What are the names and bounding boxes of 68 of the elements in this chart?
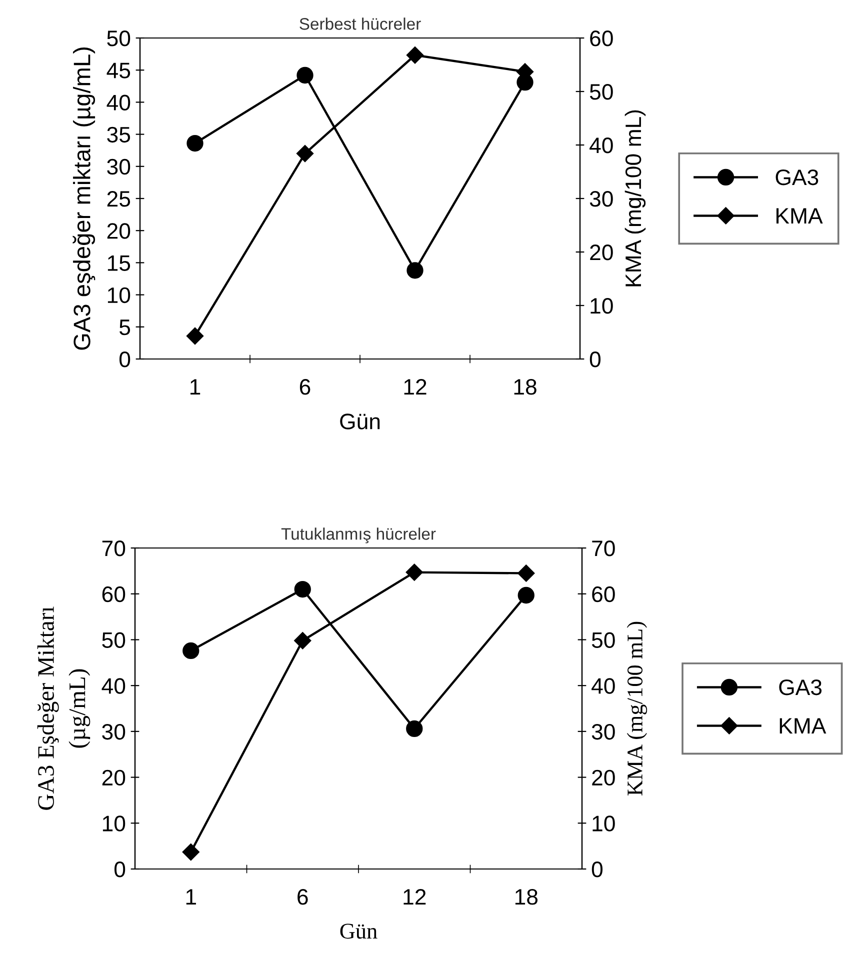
x-tick-label: 18 bbox=[515, 889, 538, 905]
x-axis-title: Gün bbox=[340, 414, 380, 430]
y-tick-label: 5 bbox=[120, 320, 130, 336]
x-axis-title: Gün bbox=[340, 924, 378, 939]
x-tick-label: 18 bbox=[514, 379, 536, 395]
y2-tick-label: 20 bbox=[592, 770, 615, 786]
y2-tick-label: 40 bbox=[590, 138, 613, 154]
y-tick-label: 40 bbox=[106, 94, 130, 110]
y-tick-label: 20 bbox=[102, 770, 126, 786]
x-tick-label: 1 bbox=[190, 379, 200, 395]
y2-axis-title: KMA (mg/100 mL) bbox=[624, 110, 646, 286]
y2-tick-label: 0 bbox=[590, 352, 601, 368]
y-tick-label: 30 bbox=[102, 724, 126, 740]
y2-tick-label: 10 bbox=[592, 816, 615, 832]
y-tick-label: 10 bbox=[108, 287, 130, 304]
legend-label: KMA bbox=[780, 718, 826, 734]
y2-tick-label: 60 bbox=[592, 586, 615, 602]
y-tick-label: 30 bbox=[107, 158, 130, 175]
y2-tick-label: 60 bbox=[590, 30, 613, 46]
y2-tick-label: 20 bbox=[590, 244, 613, 260]
point bbox=[518, 564, 535, 582]
point bbox=[186, 134, 204, 152]
point bbox=[296, 145, 314, 162]
y-tick-label: 70 bbox=[102, 540, 126, 556]
point bbox=[518, 586, 534, 604]
x-tick-label: 12 bbox=[404, 379, 426, 395]
y-tick-label: 0 bbox=[119, 352, 130, 368]
y2-tick-label: 50 bbox=[592, 632, 615, 648]
x-tick-label: 1 bbox=[186, 889, 196, 905]
y-tick-label: 50 bbox=[102, 632, 126, 648]
y-axis-title: GA3 Eşdeğer Miktarı (µg/mL) bbox=[37, 606, 90, 810]
point bbox=[182, 642, 200, 660]
legend-label: KMA bbox=[776, 208, 823, 224]
y-tick-label: 0 bbox=[114, 862, 126, 878]
y-tick-label: 25 bbox=[107, 191, 130, 207]
y2-tick-label: 30 bbox=[592, 724, 615, 740]
chart-title: Serbest hücreler bbox=[300, 18, 421, 30]
y-tick-label: 50 bbox=[107, 30, 130, 46]
y-tick-label: 35 bbox=[107, 126, 130, 143]
point bbox=[294, 580, 311, 598]
point bbox=[406, 262, 424, 279]
point bbox=[406, 46, 424, 64]
y-axis-title: GA3 eşdeğer miktarı (µg/mL) bbox=[72, 48, 96, 350]
point bbox=[406, 564, 423, 581]
x-tick-label: 6 bbox=[300, 379, 310, 395]
legend-label: GA3 bbox=[776, 169, 818, 186]
y2-tick-label: 50 bbox=[590, 84, 613, 100]
y2-axis-title: KMA (mg/100 mL) bbox=[626, 622, 648, 796]
y2-tick-label: 40 bbox=[592, 678, 615, 694]
y2-tick-label: 10 bbox=[590, 298, 613, 314]
chart-title: Tutuklanmış hücreler bbox=[281, 528, 436, 544]
y-tick-label: 45 bbox=[106, 62, 130, 78]
y2-tick-label: 70 bbox=[592, 540, 615, 556]
y-tick-label: 15 bbox=[108, 255, 130, 271]
y-tick-label: 40 bbox=[102, 678, 126, 694]
point bbox=[296, 66, 314, 84]
y-tick-label: 20 bbox=[107, 223, 130, 239]
legend-label: GA3 bbox=[779, 679, 822, 696]
x-tick-label: 6 bbox=[298, 889, 308, 905]
y2-tick-label: 30 bbox=[590, 191, 613, 207]
y-tick-label: 60 bbox=[102, 586, 126, 602]
point bbox=[186, 327, 204, 345]
point bbox=[406, 720, 423, 738]
y-tick-label: 10 bbox=[102, 816, 126, 832]
x-tick-label: 12 bbox=[404, 889, 426, 905]
y2-tick-label: 0 bbox=[592, 862, 603, 878]
point bbox=[294, 632, 312, 650]
point bbox=[182, 843, 200, 861]
